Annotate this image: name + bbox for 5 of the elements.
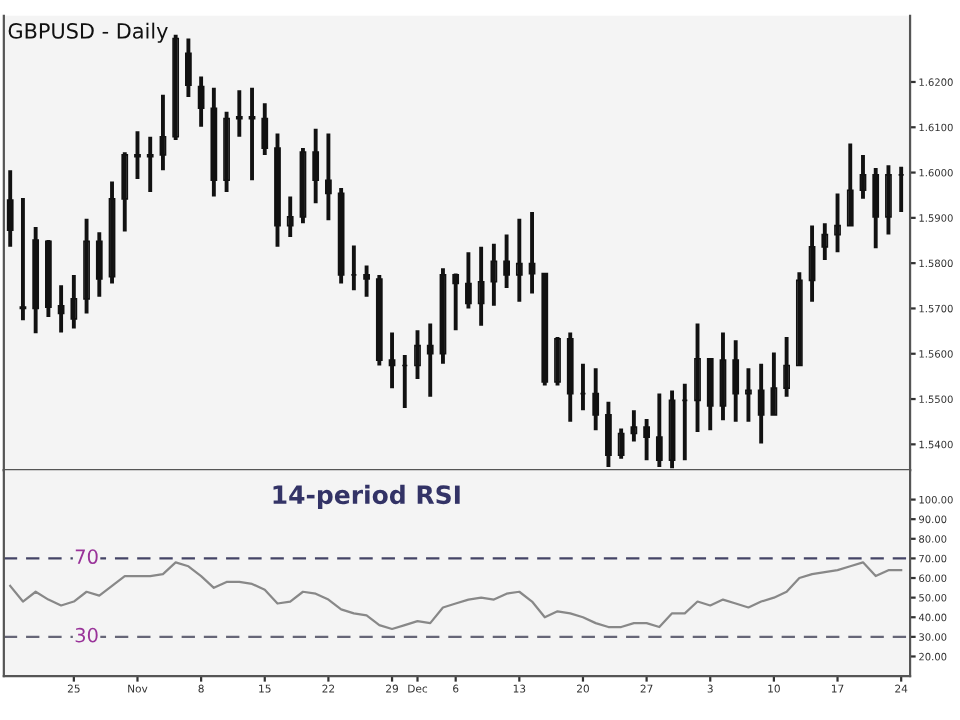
ref-line-label: 70 [75,549,98,565]
chart-title: GBPUSD - Daily [8,22,168,43]
ref-line-label: 30 [75,627,98,643]
line-series [9,561,903,631]
annotation: 14-period RSI [273,484,460,510]
